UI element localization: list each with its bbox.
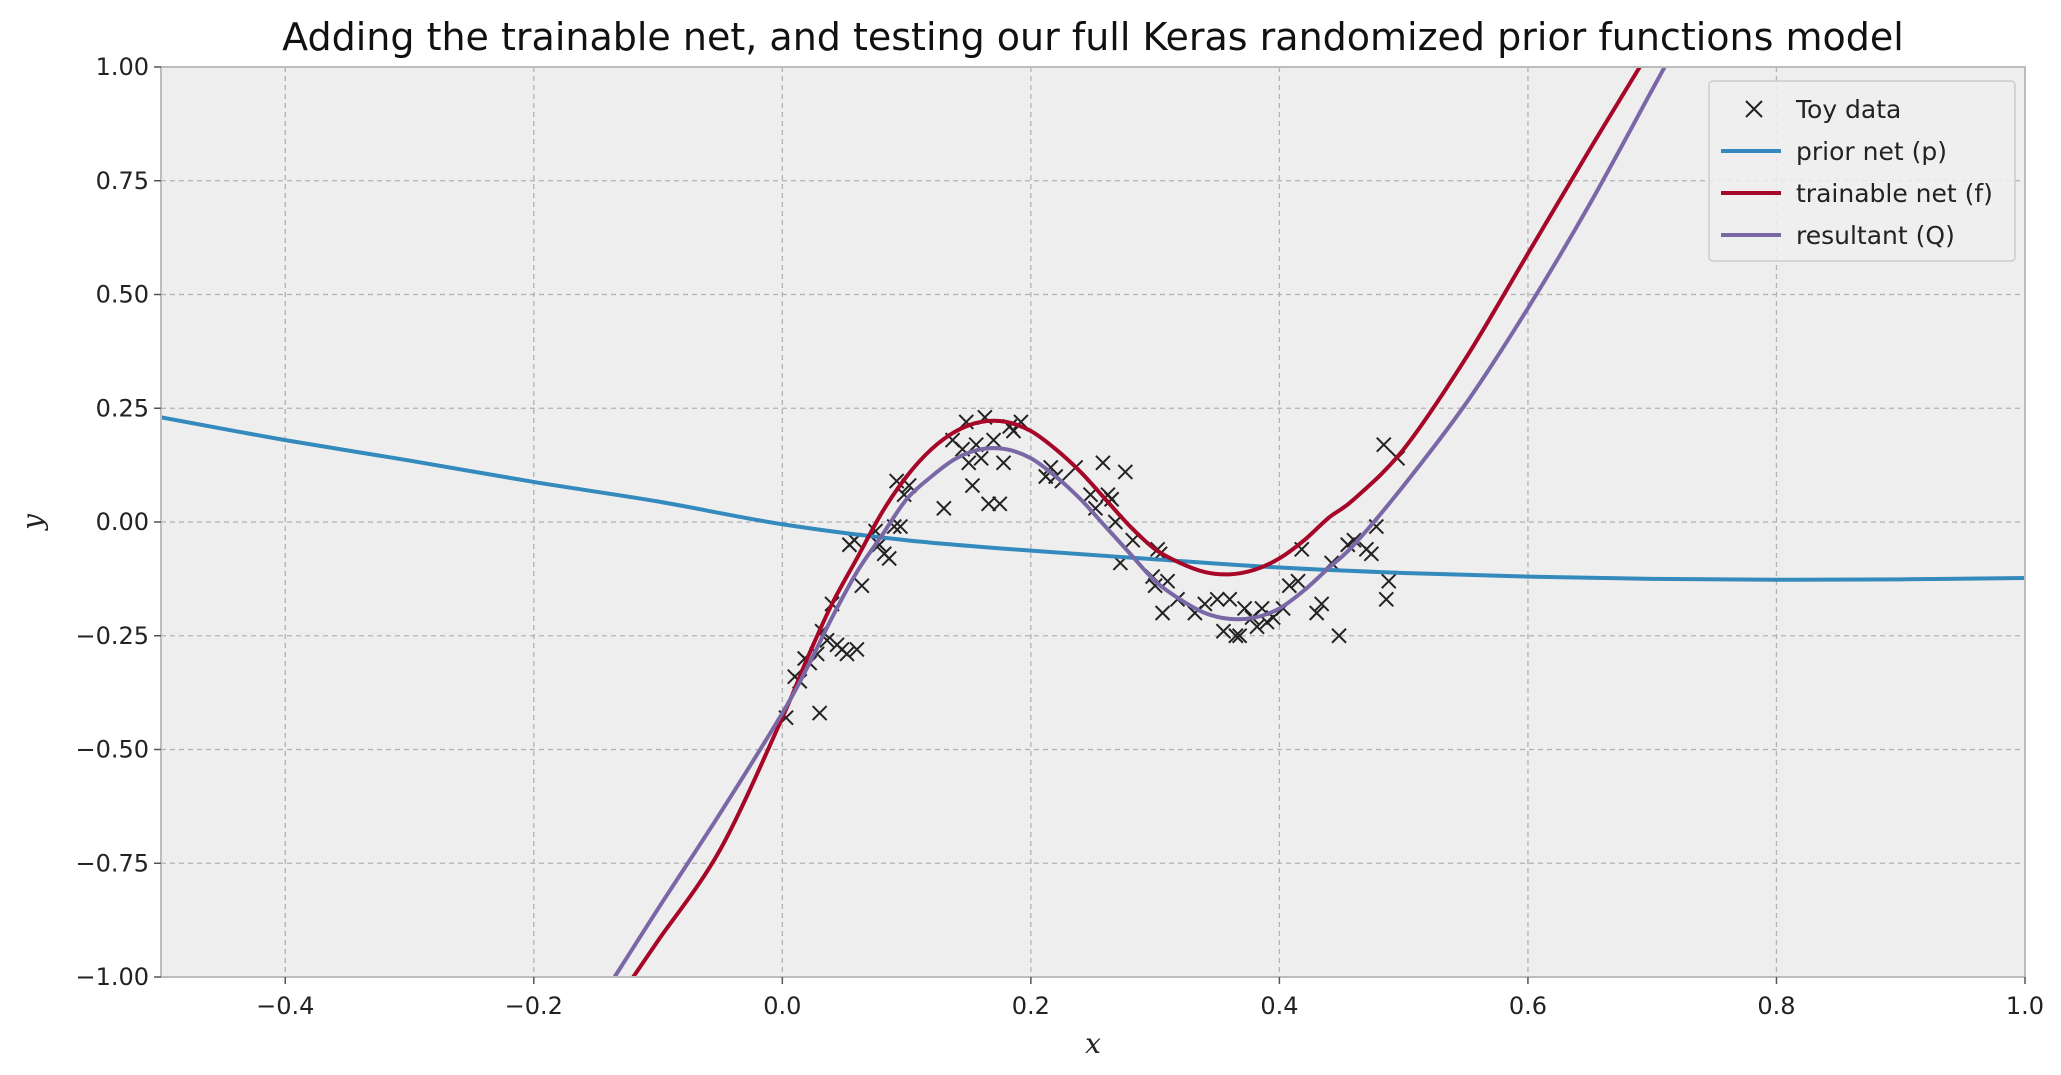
- y-tick-label: 0.50: [96, 281, 149, 309]
- x-tick-label: 0.6: [1509, 992, 1547, 1020]
- legend-marker: [1745, 100, 1763, 118]
- legend-item-resultant-q: resultant (Q): [1721, 221, 1955, 250]
- data-point: [961, 455, 977, 471]
- data-point: [881, 550, 897, 567]
- x-tick-label: 0.2: [1012, 992, 1050, 1020]
- data-point: [1095, 455, 1111, 471]
- data-point: [1221, 591, 1238, 608]
- x-axis-label: x: [1085, 1027, 1101, 1060]
- legend: Toy data prior net (p) trainable net (f) re…: [1708, 80, 2016, 262]
- y-axis-ticks: −1.00 −0.75 −0.50 −0.25 0.00 0.25 0.50 0.75 1.00: [75, 53, 161, 991]
- data-point: [854, 577, 870, 594]
- data-point: [1340, 537, 1356, 553]
- data-point: [980, 496, 997, 512]
- data-point: [1236, 600, 1253, 617]
- data-point: [1231, 628, 1248, 644]
- trainable-net-f-line: [631, 67, 1642, 977]
- data-point: [1249, 618, 1265, 635]
- data-point: [839, 646, 855, 662]
- data-point: [871, 537, 887, 553]
- x-tick-label: 0.8: [1757, 992, 1795, 1020]
- x-tick-label: −0.2: [505, 992, 563, 1020]
- data-point: [973, 450, 989, 467]
- data-point: [1313, 596, 1330, 612]
- data-point: [995, 455, 1012, 471]
- legend-label: prior net (p): [1796, 137, 1947, 166]
- data-point: [1215, 623, 1232, 639]
- legend-item-trainable-net-f: trainable net (f): [1721, 179, 1993, 208]
- y-axis-label: y: [16, 513, 49, 532]
- data-point: [1043, 459, 1059, 476]
- legend-label: Toy data: [1795, 95, 1901, 124]
- chart-title: Adding the trainable net, and testing ou…: [282, 15, 1904, 59]
- data-point: [1147, 577, 1163, 594]
- data-point: [1290, 573, 1306, 589]
- x-tick-label: −0.4: [256, 992, 314, 1020]
- data-point: [1378, 591, 1394, 608]
- y-tick-label: −0.75: [75, 849, 149, 877]
- x-tick-label: 1.0: [2006, 992, 2044, 1020]
- y-tick-label: −1.00: [75, 963, 149, 991]
- legend-item-toy-data: Toy data: [1745, 95, 1901, 124]
- data-point: [1197, 596, 1213, 612]
- data-point: [1376, 436, 1392, 453]
- data-point: [985, 432, 1002, 448]
- data-point: [1154, 605, 1171, 621]
- data-point: [1308, 605, 1325, 621]
- prior-net-p-line: [161, 415, 2025, 582]
- data-point: [1209, 591, 1225, 608]
- legend-label: resultant (Q): [1796, 221, 1955, 250]
- y-tick-label: −0.50: [75, 736, 149, 764]
- legend-label: trainable net (f): [1796, 179, 1993, 208]
- x-tick-label: 0.0: [763, 992, 801, 1020]
- data-point: [892, 518, 909, 535]
- data-point: [1381, 573, 1397, 589]
- x-tick-label: 0.4: [1260, 992, 1298, 1020]
- data-point: [1117, 464, 1134, 480]
- data-point: [1281, 577, 1298, 594]
- data-point: [964, 477, 981, 494]
- legend-item-prior-net-p: prior net (p): [1721, 137, 1947, 166]
- data-point: [1228, 628, 1244, 644]
- x-axis-ticks: −0.4 −0.2 0.0 0.2 0.4 0.6 0.8 1.0: [256, 977, 2044, 1020]
- y-tick-label: −0.25: [75, 622, 149, 650]
- y-tick-label: 0.75: [96, 167, 149, 195]
- data-point: [811, 705, 828, 721]
- y-tick-label: 0.25: [96, 394, 149, 422]
- data-point: [1346, 532, 1362, 548]
- data-point: [1331, 628, 1347, 644]
- series-layer: [161, 67, 2025, 977]
- legend-box: [1708, 80, 2016, 262]
- data-point: [992, 496, 1008, 512]
- y-tick-label: 0.00: [96, 508, 149, 536]
- y-tick-label: 1.00: [96, 53, 149, 81]
- data-point: [936, 500, 952, 517]
- data-point: [1363, 546, 1380, 562]
- resultant-q-line: [612, 67, 1667, 977]
- data-point: [849, 641, 865, 658]
